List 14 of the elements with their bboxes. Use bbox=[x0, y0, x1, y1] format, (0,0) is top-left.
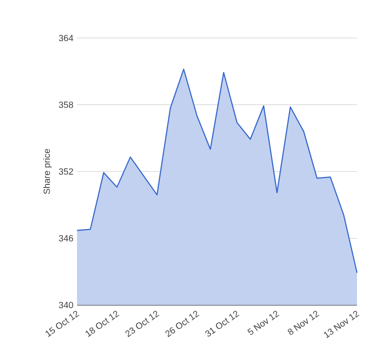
y-tick-label: 346 bbox=[58, 235, 74, 242]
x-tick-label: 26 Oct 12 bbox=[165, 310, 200, 338]
y-tick-label: 340 bbox=[58, 302, 74, 308]
x-tick-label: 8 Nov 12 bbox=[288, 310, 320, 335]
x-tick-label: 13 Nov 12 bbox=[324, 310, 360, 338]
y-tick-label: 352 bbox=[58, 168, 74, 175]
y-axis-title: Share price bbox=[43, 148, 52, 194]
x-tick-label: 15 Oct 12 bbox=[46, 310, 80, 337]
x-tick-label: 23 Oct 12 bbox=[125, 310, 160, 338]
x-tick-label: 31 Oct 12 bbox=[205, 310, 240, 336]
x-tick-label: 18 Oct 12 bbox=[86, 310, 120, 337]
y-tick-label: 358 bbox=[58, 102, 74, 108]
y-tick-label: 364 bbox=[58, 34, 74, 42]
x-tick-label: 5 Nov 12 bbox=[247, 310, 280, 335]
